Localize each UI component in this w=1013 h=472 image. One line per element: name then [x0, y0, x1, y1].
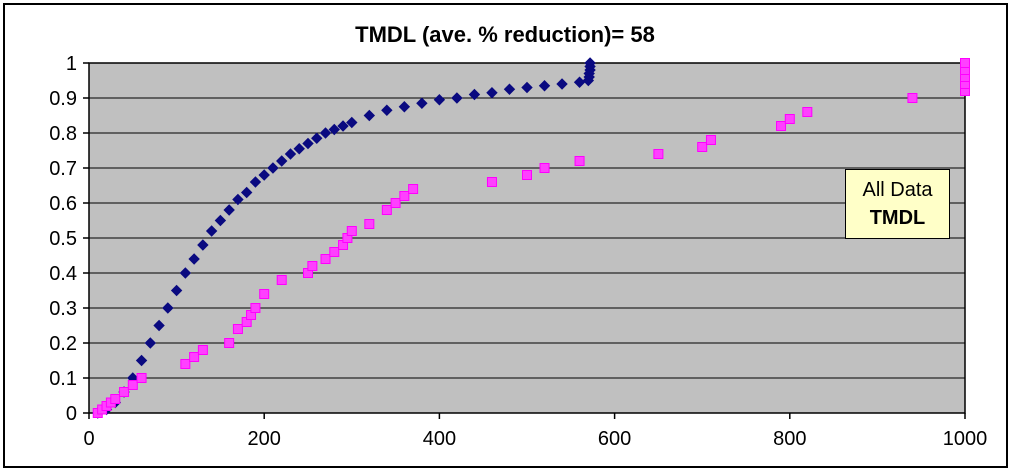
data-point [189, 352, 200, 362]
data-point [653, 149, 664, 159]
data-point [197, 239, 209, 251]
data-point [223, 204, 235, 216]
data-point [180, 359, 191, 369]
data-point [328, 123, 340, 136]
data-point [574, 156, 585, 166]
data-point [214, 214, 227, 227]
data-point [320, 254, 331, 264]
data-point [381, 104, 393, 116]
data-point [162, 302, 174, 314]
y-tick-label: 0.7 [49, 158, 77, 180]
data-point [293, 143, 305, 155]
data-point [521, 81, 533, 94]
data-point [319, 127, 332, 139]
data-point [337, 120, 349, 132]
data-point [188, 253, 200, 265]
data-point [468, 88, 481, 101]
x-tick-label: 800 [773, 428, 806, 450]
data-point [784, 114, 795, 124]
data-point [486, 177, 497, 187]
data-point [119, 387, 130, 397]
data-point [776, 121, 787, 131]
axis-ticks: 0 0.1 0.2 0.3 0.4 0.5 0.6 0.7 0.8 0.9 1 0 200 400 600 8… [49, 53, 987, 450]
data-point [398, 101, 411, 113]
y-tick-label: 0.4 [49, 263, 77, 285]
y-tick-label: 0.1 [49, 368, 77, 390]
chart-frame: TMDL (ave. % reduction)= 58 0 0.1 0.2 0.3 0.… [3, 3, 1008, 468]
data-point [346, 226, 357, 236]
data-point [705, 135, 716, 145]
y-tick-label: 0.9 [49, 88, 77, 110]
data-point [144, 337, 157, 349]
data-point [329, 247, 340, 257]
series-0 [92, 57, 596, 419]
data-point [451, 92, 463, 104]
data-point [110, 394, 121, 404]
data-point [907, 93, 918, 103]
data-point [697, 142, 708, 152]
chart-title: TMDL (ave. % reduction)= 58 [355, 22, 655, 47]
y-tick-label: 0.5 [49, 228, 77, 250]
data-point [284, 148, 297, 160]
y-tick-label: 0.6 [49, 193, 77, 215]
data-point [224, 338, 235, 348]
data-point [539, 163, 550, 173]
data-point [311, 132, 323, 144]
x-tick-label: 0 [83, 428, 94, 450]
data-point [240, 186, 253, 199]
y-tick-label: 0.3 [49, 298, 77, 320]
data-point [399, 191, 410, 201]
legend-line-all-data: All Data [862, 179, 933, 201]
data-point [170, 284, 183, 297]
data-point [522, 170, 532, 180]
grid-lines [89, 97, 965, 379]
data-point [433, 94, 446, 106]
legend-box: All Data TMDL [845, 169, 950, 239]
scatter-chart: TMDL (ave. % reduction)= 58 0 0.1 0.2 0.3 0.… [49, 22, 987, 450]
data-point [381, 205, 392, 215]
data-point [259, 289, 270, 299]
data-point [556, 78, 568, 90]
x-tick-label: 200 [248, 428, 281, 450]
legend-line-tmdl: TMDL [869, 207, 926, 229]
data-point [249, 176, 262, 188]
data-point [302, 137, 314, 150]
data-point [232, 193, 244, 206]
data-point [135, 354, 148, 367]
y-tick-label: 0.8 [49, 123, 77, 145]
y-tick-label: 0 [66, 403, 77, 425]
data-point [486, 87, 498, 99]
data-point [127, 380, 138, 390]
y-tick-label: 0.2 [49, 333, 77, 355]
data-point [346, 116, 358, 129]
data-point [416, 97, 428, 109]
data-point [267, 162, 279, 174]
data-point [307, 261, 318, 271]
data-point [503, 83, 516, 95]
data-point [390, 198, 401, 208]
data-point [364, 219, 375, 229]
data-point [232, 324, 243, 334]
x-tick-label: 600 [598, 428, 631, 450]
data-point [276, 275, 287, 285]
y-tick-label: 1 [66, 53, 77, 75]
data-point [363, 109, 376, 122]
x-tick-label: 400 [423, 428, 456, 450]
data-point [153, 319, 165, 332]
data-point [960, 58, 970, 68]
data-point [250, 303, 261, 313]
x-tick-label: 1000 [943, 428, 988, 450]
data-point [584, 57, 596, 69]
data-point [538, 80, 551, 92]
data-point [258, 169, 270, 181]
data-point [179, 267, 192, 279]
series-1 [92, 58, 970, 418]
data-point [197, 345, 208, 355]
data-point [408, 184, 419, 194]
data-point [136, 373, 147, 383]
data-point [205, 225, 218, 237]
data-series [92, 57, 970, 419]
data-point [276, 155, 288, 167]
data-point [802, 107, 813, 117]
